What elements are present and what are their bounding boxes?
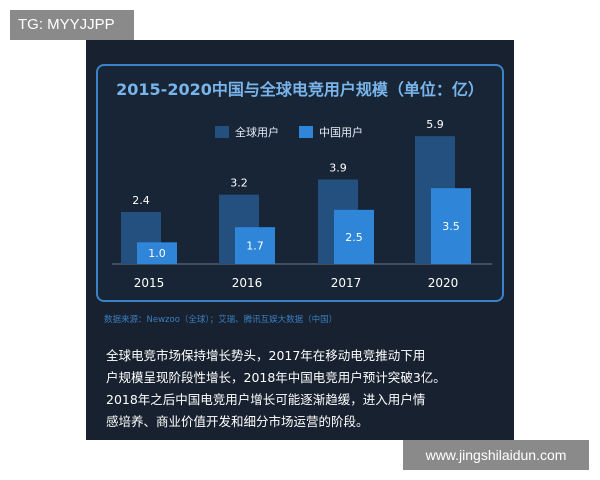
data-label-china-2020: 3.5 — [442, 220, 460, 233]
x-tick-label-2015: 2015 — [134, 276, 165, 290]
description-line: 户规模呈现阶段性增长，2018年中国电竞用户预计突破3亿。 — [106, 370, 446, 385]
x-tick-label-2020: 2020 — [428, 276, 459, 290]
data-label-china-2017: 2.5 — [345, 231, 363, 244]
data-source-note: 数据来源：Newzoo（全球）；艾瑞、腾讯互娱大数据（中国） — [104, 315, 338, 325]
data-label-global-2016: 3.2 — [230, 177, 248, 190]
data-label-global-2015: 2.4 — [132, 194, 150, 207]
legend-item-china: 中国用户 — [299, 124, 363, 140]
data-label-china-2015: 1.0 — [148, 247, 166, 260]
legend-label-china: 中国用户 — [319, 126, 363, 139]
watermark-site: www.jingshilaidun.com — [403, 440, 589, 470]
description-text: 全球电竞市场保持增长势头，2017年在移动电竞推动下用 户规模呈现阶段性增长，2… — [106, 345, 506, 433]
bar-china-2016 — [235, 227, 275, 264]
data-label-global-2020: 5.9 — [426, 118, 444, 131]
bar-china-2020 — [431, 188, 471, 264]
chart-legend: 全球用户 中国用户 — [215, 124, 363, 140]
watermark-tag-top: TG: MYYJJPP — [10, 10, 134, 40]
data-label-global-2017: 3.9 — [329, 162, 347, 175]
legend-swatch-china — [299, 126, 313, 138]
chart-title: 2015-2020中国与全球电竞用户规模（单位：亿） — [116, 80, 484, 99]
x-tick-label-2017: 2017 — [331, 276, 362, 290]
legend-item-global: 全球用户 — [215, 124, 279, 140]
description-line: 感培养、商业价值开发和细分市场运营的阶段。 — [106, 414, 369, 429]
bar-china-2017 — [334, 209, 374, 264]
legend-swatch-global — [215, 126, 229, 138]
bar-china-2015 — [137, 242, 177, 264]
data-label-china-2016: 1.7 — [246, 240, 264, 253]
description-line: 全球电竞市场保持增长势头，2017年在移动电竞推动下用 — [106, 348, 426, 363]
legend-label-global: 全球用户 — [235, 126, 279, 139]
description-line: 2018年之后中国电竞用户增长可能逐渐趋缓，进入用户情 — [106, 392, 426, 407]
x-tick-label-2016: 2016 — [232, 276, 263, 290]
